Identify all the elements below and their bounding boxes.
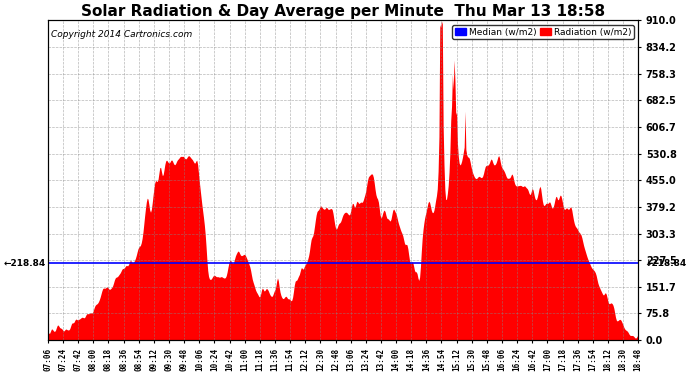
Title: Solar Radiation & Day Average per Minute  Thu Mar 13 18:58: Solar Radiation & Day Average per Minute… <box>81 4 605 19</box>
Text: ←218.84: ←218.84 <box>4 259 46 268</box>
Text: ↓218.84: ↓218.84 <box>644 259 687 268</box>
Legend: Median (w/m2), Radiation (w/m2): Median (w/m2), Radiation (w/m2) <box>453 25 633 39</box>
Text: Copyright 2014 Cartronics.com: Copyright 2014 Cartronics.com <box>51 30 192 39</box>
